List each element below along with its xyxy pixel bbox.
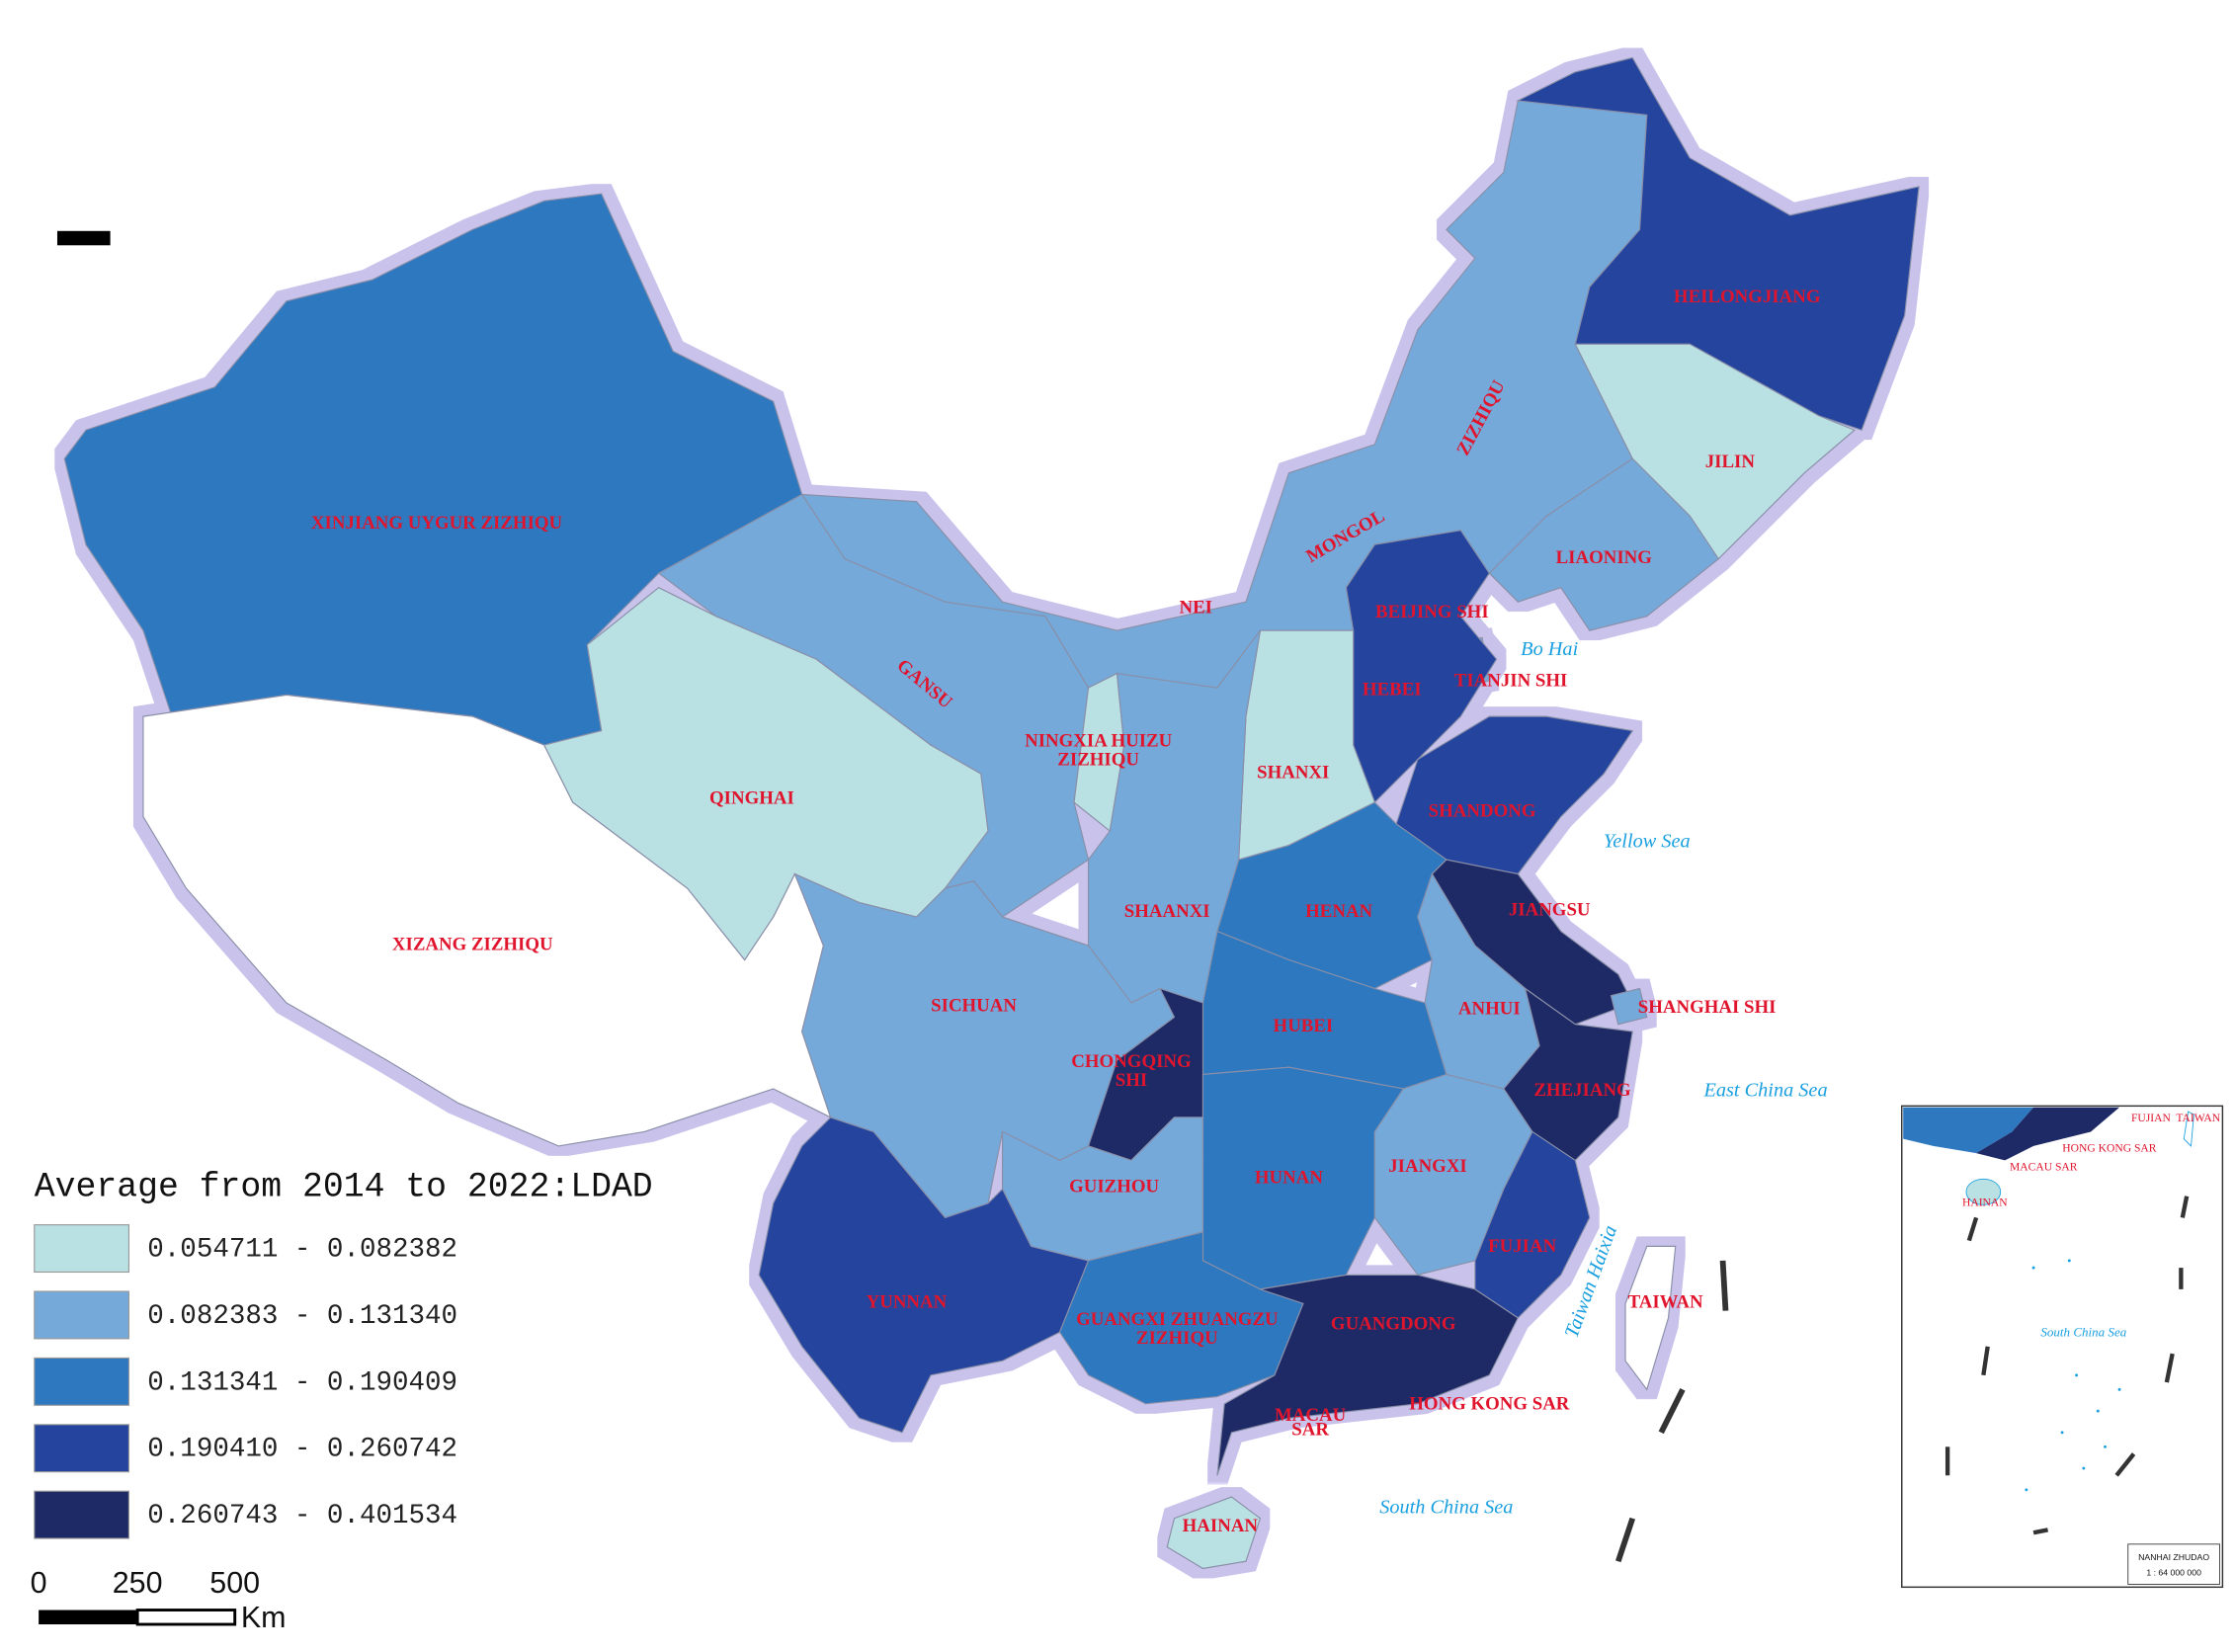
province-label: NINGXIA HUIZU <box>1025 731 1172 752</box>
marker <box>56 230 111 246</box>
province-label: ANHUI <box>1458 999 1521 1020</box>
province-label: GUANGXI ZHUANGZU <box>1076 1309 1279 1330</box>
provinces <box>63 56 1920 1570</box>
province-label: SHANGHAI SHI <box>1638 997 1777 1018</box>
legend-swatch <box>34 1424 130 1473</box>
legend-title: Average from 2014 to 2022:LDAD <box>35 1169 653 1207</box>
legend-swatch <box>34 1224 130 1274</box>
inset-label: FUJIAN <box>2131 1112 2172 1124</box>
province-label: TIANJIN SHI <box>1454 671 1568 692</box>
province <box>1488 457 1720 631</box>
sea-label: Bo Hai <box>1521 638 1578 660</box>
province-label: TAIWAN <box>1628 1292 1703 1313</box>
inset-label: HONG KONG SAR <box>2062 1141 2156 1154</box>
sea-label: Yellow Sea <box>1604 830 1691 852</box>
inset <box>1901 1105 2224 1589</box>
inset-label: HAINAN <box>1962 1197 2008 1209</box>
legend-swatch <box>34 1490 130 1539</box>
province-label: NEI <box>1179 598 1211 619</box>
province-label: HAINAN <box>1183 1516 1259 1536</box>
province <box>1624 1245 1677 1391</box>
province-label: SHI <box>1116 1070 1147 1091</box>
province <box>1216 1274 1520 1476</box>
province-label: YUNNAN <box>867 1292 948 1313</box>
province-label: MACAU <box>1275 1405 1347 1426</box>
province-label: SAR <box>1291 1420 1329 1441</box>
province-label: SHANDONG <box>1429 801 1536 822</box>
province-label: SICHUAN <box>931 996 1017 1017</box>
province-label: GUIZHOU <box>1069 1176 1159 1197</box>
scale-bar <box>39 1610 138 1625</box>
legend-label: 0.082383 - 0.131340 <box>147 1301 457 1332</box>
province-label: JIANGXI <box>1388 1156 1467 1177</box>
scale-label: 500 <box>209 1566 260 1600</box>
inset-label: TAIWAN <box>2176 1112 2220 1124</box>
legend-label: 0.054711 - 0.082382 <box>147 1235 457 1266</box>
province-label: HONG KONG SAR <box>1409 1394 1570 1415</box>
sea-label: South China Sea <box>1379 1496 1513 1518</box>
province-label: HENAN <box>1305 901 1372 922</box>
province-label: GUANGDONG <box>1331 1313 1456 1334</box>
legend-label: 0.190410 - 0.260742 <box>147 1435 457 1465</box>
province-label: JILIN <box>1705 452 1756 472</box>
province <box>1201 1066 1405 1290</box>
legend-label: 0.260743 - 0.401534 <box>147 1501 457 1531</box>
legend-label: 0.131341 - 0.190409 <box>147 1367 457 1398</box>
inset-title: NANHAI ZHUDAO <box>2138 1552 2209 1562</box>
province-label: HUBEI <box>1274 1016 1334 1036</box>
dash-line <box>1615 1260 1729 1563</box>
province-label: XINJIANG UYGUR ZIZHIQU <box>311 513 563 534</box>
scale-unit: Km <box>241 1601 287 1634</box>
inset-scale: 1 : 64 000 000 <box>2146 1568 2201 1578</box>
province-label: SHAANXI <box>1124 901 1210 922</box>
inset-label: MACAU SAR <box>2010 1160 2078 1173</box>
province-label: ZIZHIQU <box>1057 749 1139 770</box>
scale-label: 250 <box>113 1566 163 1600</box>
province-label: HEBEI <box>1363 679 1422 700</box>
province-label: SHANXI <box>1257 762 1329 783</box>
province <box>1516 56 1920 431</box>
sea-label: East China Sea <box>1703 1080 1828 1102</box>
province-label: HEILONGJIANG <box>1674 287 1821 307</box>
province-label: ZIZHIQU <box>1136 1328 1218 1349</box>
province-label: XIZANG ZIZHIQU <box>392 934 553 954</box>
province-label: ZHEJIANG <box>1533 1080 1631 1101</box>
province <box>1166 1496 1262 1570</box>
province-label: CHONGQING <box>1071 1051 1192 1072</box>
province-label: FUJIAN <box>1488 1236 1556 1257</box>
legend-swatch <box>34 1290 130 1340</box>
scale-label: 0 <box>31 1566 47 1600</box>
province <box>758 1116 1090 1434</box>
inset-sea: South China Sea <box>2040 1325 2126 1340</box>
scale-bar <box>135 1609 237 1626</box>
legend-swatch <box>34 1357 130 1406</box>
province-label: BEIJING SHI <box>1375 602 1489 622</box>
province-label: HUNAN <box>1255 1168 1323 1189</box>
province-label: JIANGSU <box>1509 900 1591 921</box>
province-label: LIAONING <box>1556 547 1653 568</box>
province-label: QINGHAI <box>709 788 794 809</box>
province <box>1610 987 1648 1026</box>
